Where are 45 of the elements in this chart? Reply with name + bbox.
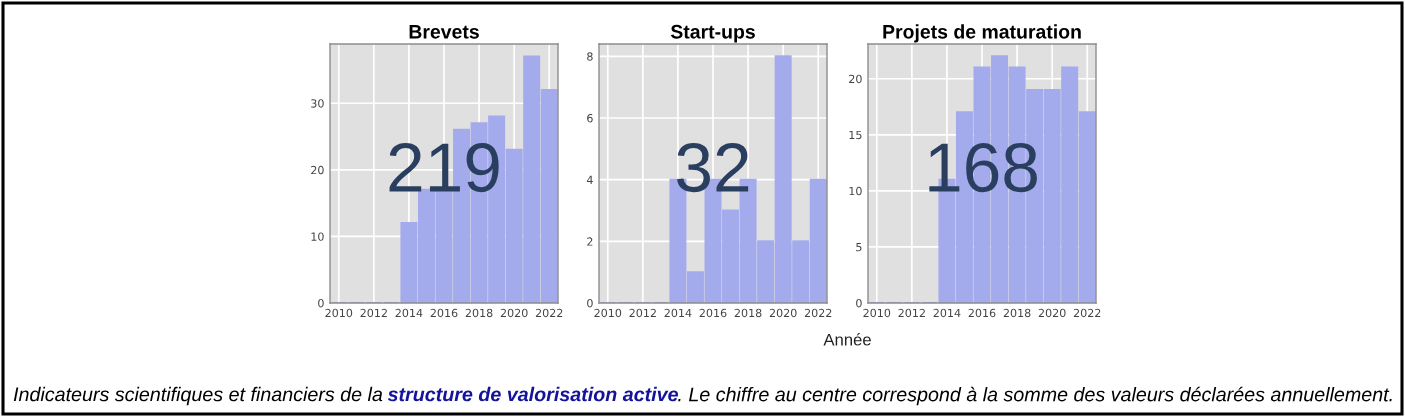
x-tick-label: 2022 <box>804 308 832 318</box>
annotation: 219 <box>389 142 499 193</box>
y-tick-label: 6 <box>587 113 593 123</box>
x-tick-label: 2016 <box>430 308 458 318</box>
y-tick-label: 4 <box>586 175 593 184</box>
x-tick-label: 2014 <box>395 308 423 318</box>
y-tick-label: 0 <box>856 298 862 308</box>
chart-title: Projets de maturation <box>883 24 1081 43</box>
x-tick-label: 2010 <box>325 308 353 318</box>
y-tick-label: 20 <box>849 74 862 84</box>
x-tick-label: 2020 <box>1038 308 1066 318</box>
y-tick-label: 10 <box>311 232 324 241</box>
y-tick-label: 5 <box>856 243 862 252</box>
x-tick-label: 2010 <box>594 308 622 318</box>
y-tick-label: 20 <box>311 165 324 175</box>
y-tick-label: 8 <box>587 52 593 61</box>
x-tick-label: 2016 <box>968 308 996 318</box>
x-tick-label: 2012 <box>629 308 656 318</box>
x-tick-label: 2010 <box>863 308 891 318</box>
x-tick-label: 2020 <box>769 308 797 318</box>
x-tick-label: 2020 <box>500 308 528 318</box>
y-tick-label: 0 <box>318 298 324 308</box>
text: structure de valorisation active <box>387 386 679 402</box>
text: Indicateurs scientifiques et financiers de la <box>13 386 383 406</box>
x-tick-label: 2012 <box>898 308 925 318</box>
y-tick-label: 30 <box>311 99 324 108</box>
annotation: 32 <box>677 142 749 193</box>
text: . Le chiffre au centre correspond à la somme des valeurs déclarées annuellement. <box>678 386 1392 406</box>
x-tick-label: 2022 <box>1073 308 1101 318</box>
x-tick-label: 2014 <box>933 308 961 318</box>
y-tick-label: 10 <box>849 186 862 196</box>
x-tick-label: 2014 <box>664 308 692 318</box>
y-tick-label: 2 <box>587 237 593 246</box>
x-tick-label: 2018 <box>1003 308 1031 318</box>
x-tick-label: 2018 <box>734 308 762 318</box>
x-axis-title: Année <box>823 333 871 346</box>
x-tick-label: 2012 <box>360 308 387 318</box>
chart-title: Start-ups <box>670 24 755 43</box>
y-tick-label: 15 <box>849 130 862 140</box>
annotation: 168 <box>929 142 1037 193</box>
x-tick-label: 2022 <box>535 308 563 318</box>
chart-title: Brevets <box>409 25 479 39</box>
y-tick-label: 0 <box>587 298 593 308</box>
x-tick-label: 2016 <box>699 308 727 318</box>
x-tick-label: 2018 <box>465 308 493 318</box>
